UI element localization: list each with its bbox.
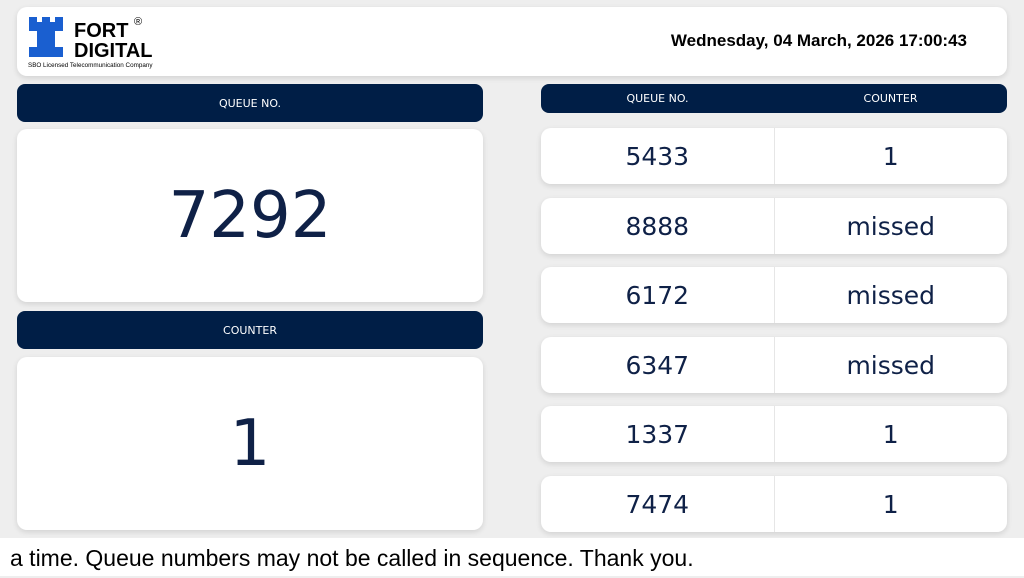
row-counter: missed <box>846 280 936 310</box>
fort-digital-logo: FORT ® DIGITAL SBO Licensed Telecommunic… <box>27 13 187 71</box>
row-counter: missed <box>846 211 936 241</box>
history-header: QUEUE NO. COUNTER <box>541 84 1007 113</box>
svg-text:FORT: FORT <box>74 20 128 42</box>
current-counter-number: 1 <box>17 357 483 530</box>
queue-label-bar: QUEUE NO. <box>17 84 483 122</box>
table-row: 7474 1 <box>541 476 1007 532</box>
row-counter: missed <box>846 350 936 380</box>
row-counter: 1 <box>882 141 899 171</box>
row-queue: 7474 <box>541 476 775 532</box>
table-row: 8888 missed <box>541 198 1007 254</box>
row-queue: 5433 <box>541 128 775 184</box>
current-queue-number: 7292 <box>17 129 483 302</box>
row-queue: 1337 <box>541 406 775 462</box>
row-queue: 6347 <box>541 337 775 393</box>
announcement-marquee: a time. Queue numbers may not be called … <box>0 538 1024 576</box>
svg-text:®: ® <box>134 16 142 28</box>
counter-label-bar: COUNTER <box>17 311 483 349</box>
table-row: 1337 1 <box>541 406 1007 462</box>
column-queue: QUEUE NO. <box>626 92 689 105</box>
row-queue: 6172 <box>541 267 775 323</box>
table-row: 6347 missed <box>541 337 1007 393</box>
table-row: 6172 missed <box>541 267 1007 323</box>
datetime: Wednesday, 04 March, 2026 17:00:43 <box>670 31 967 50</box>
svg-text:SBO Licensed Telecommunication: SBO Licensed Telecommunication Company <box>28 62 153 69</box>
header: FORT ® DIGITAL SBO Licensed Telecommunic… <box>17 7 1007 76</box>
table-row: 5433 1 <box>541 128 1007 184</box>
row-counter: 1 <box>882 419 899 449</box>
column-counter: COUNTER <box>863 92 918 105</box>
row-queue: 8888 <box>541 198 775 254</box>
svg-text:DIGITAL: DIGITAL <box>74 40 153 62</box>
row-counter: 1 <box>882 489 899 519</box>
